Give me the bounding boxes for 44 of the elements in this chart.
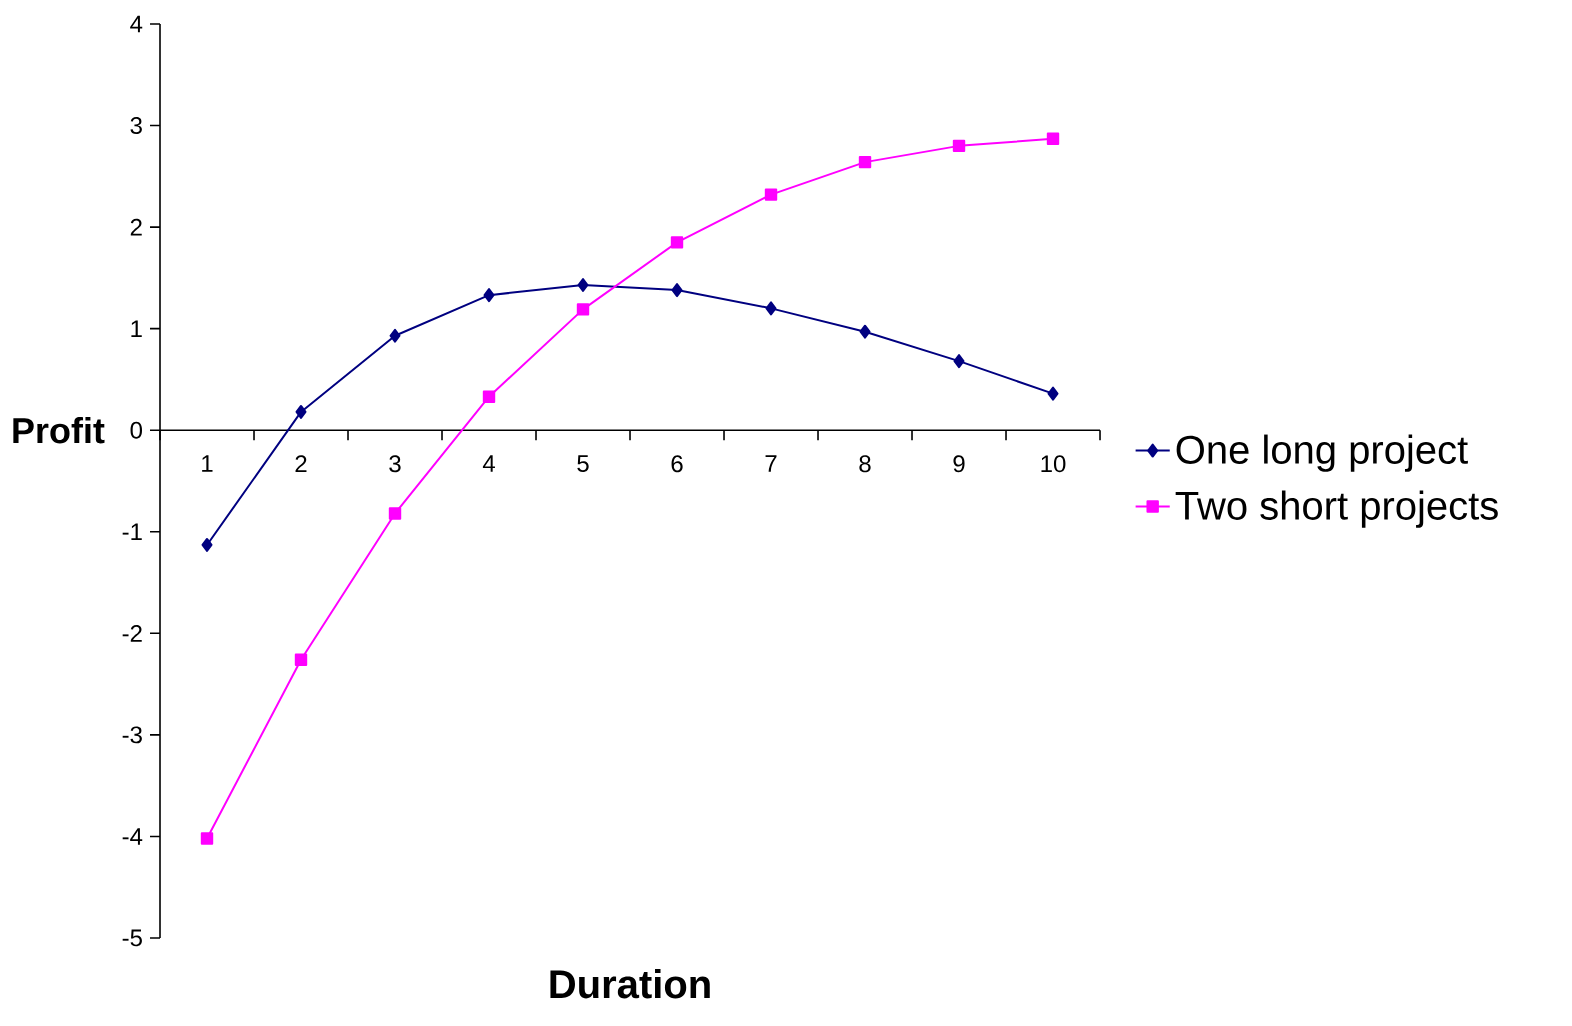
legend-label: Two short projects <box>1175 490 1498 528</box>
x-tick-label: 7 <box>765 455 777 472</box>
point <box>859 324 871 339</box>
point <box>389 328 401 343</box>
y-tick-label: -5 <box>122 929 142 947</box>
y-tick-label: -3 <box>122 726 142 744</box>
y-axis-title: Profit <box>13 416 105 444</box>
x-tick-label: 5 <box>577 455 589 473</box>
point <box>483 288 495 303</box>
y-tick-label: 2 <box>130 218 142 236</box>
point <box>858 155 872 169</box>
y-tick-label: 4 <box>130 15 143 33</box>
x-tick-label: 10 <box>1041 455 1066 473</box>
point <box>670 236 684 249</box>
point <box>200 832 214 845</box>
y-tick-label: 0 <box>130 421 143 439</box>
point <box>952 139 966 153</box>
point <box>765 301 777 316</box>
point <box>671 283 683 298</box>
point <box>1047 386 1059 401</box>
x-tick-label: 6 <box>671 455 683 473</box>
point <box>388 507 402 520</box>
x-tick-label: 1 <box>202 455 213 472</box>
x-tick-label: 8 <box>859 455 871 473</box>
y-tick-label: -1 <box>122 523 142 541</box>
point <box>953 354 965 369</box>
x-tick-label: 2 <box>295 455 307 473</box>
point <box>1046 132 1060 145</box>
point <box>294 653 308 666</box>
point <box>201 537 213 552</box>
y-tick-label: 3 <box>130 117 142 135</box>
point <box>482 390 496 403</box>
legend-label: One long project <box>1176 434 1468 472</box>
x-axis-title: Duration <box>550 969 710 999</box>
y-tick-label: 1 <box>131 320 142 337</box>
point <box>577 277 589 292</box>
point <box>764 188 778 201</box>
x-tick-label: 3 <box>389 455 401 473</box>
x-tick-label: 9 <box>953 455 965 473</box>
x-tick-label: 4 <box>482 455 495 472</box>
y-tick-label: -4 <box>122 828 143 845</box>
y-tick-label: -2 <box>122 624 142 642</box>
point <box>576 303 590 316</box>
point <box>295 404 307 419</box>
